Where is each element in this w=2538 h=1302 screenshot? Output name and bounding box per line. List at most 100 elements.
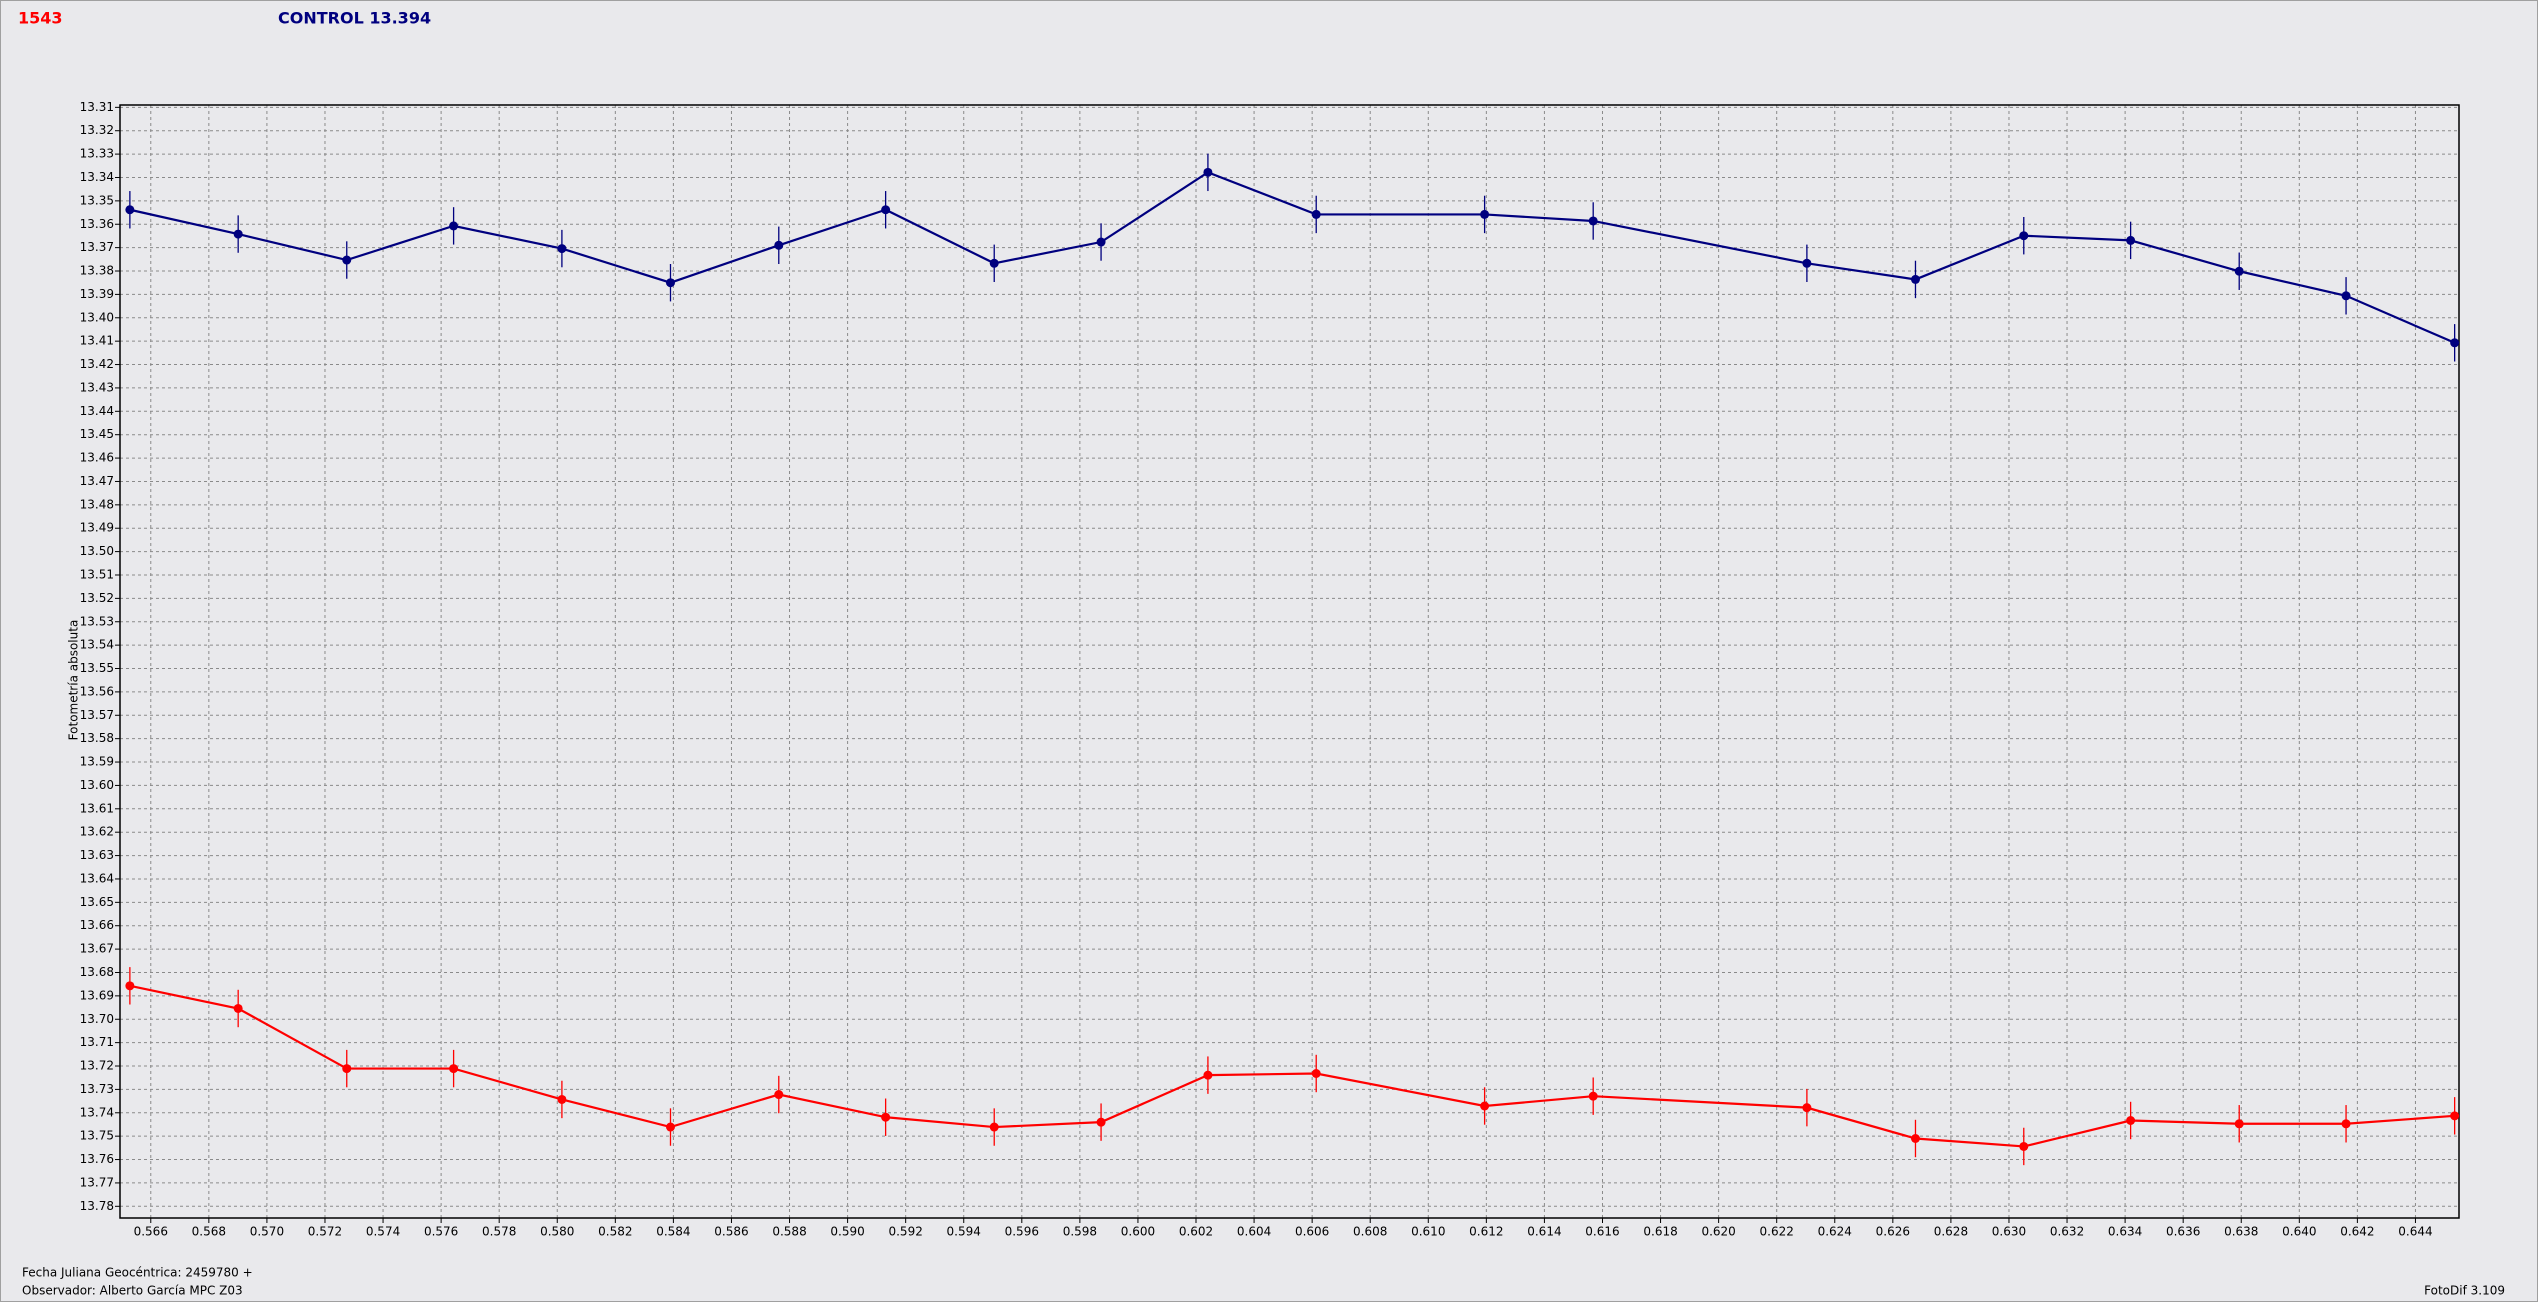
x-tick-label: 0.590 bbox=[830, 1225, 864, 1239]
x-tick-label: 0.622 bbox=[1760, 1225, 1794, 1239]
x-tick-label: 0.606 bbox=[1295, 1225, 1329, 1239]
y-tick-label: 13.67 bbox=[80, 942, 114, 956]
x-tick-label: 0.604 bbox=[1237, 1225, 1271, 1239]
y-tick-label: 13.35 bbox=[80, 193, 114, 207]
data-point bbox=[342, 255, 352, 265]
y-tick-label: 13.51 bbox=[80, 567, 114, 581]
data-point bbox=[1096, 237, 1106, 247]
y-tick-label: 13.43 bbox=[80, 380, 114, 394]
x-tick-label: 0.640 bbox=[2282, 1225, 2316, 1239]
y-tick-label: 13.48 bbox=[80, 497, 114, 511]
x-tick-label: 0.592 bbox=[888, 1225, 922, 1239]
y-tick-label: 13.65 bbox=[80, 895, 114, 909]
data-point bbox=[1910, 274, 1920, 284]
y-tick-label: 13.47 bbox=[80, 474, 114, 488]
x-tick-label: 0.572 bbox=[308, 1225, 342, 1239]
x-tick-label: 0.582 bbox=[598, 1225, 632, 1239]
data-point bbox=[774, 1090, 784, 1100]
x-tick-label: 0.620 bbox=[1701, 1225, 1735, 1239]
y-tick-label: 13.57 bbox=[80, 708, 114, 722]
x-tick-label: 0.612 bbox=[1469, 1225, 1503, 1239]
y-tick-label: 13.77 bbox=[80, 1175, 114, 1189]
y-tick-label: 13.63 bbox=[80, 848, 114, 862]
y-tick-label: 13.73 bbox=[80, 1082, 114, 1096]
y-tick-label: 13.34 bbox=[80, 170, 114, 184]
observer: Observador: Alberto García MPC Z03 bbox=[22, 1284, 243, 1298]
y-tick-label: 13.75 bbox=[80, 1129, 114, 1143]
data-point bbox=[989, 258, 999, 268]
y-tick-label: 13.49 bbox=[80, 521, 114, 535]
y-tick-label: 13.64 bbox=[80, 871, 114, 885]
data-point bbox=[1802, 1103, 1812, 1113]
x-tick-label: 0.598 bbox=[1063, 1225, 1097, 1239]
x-tick-label: 0.586 bbox=[714, 1225, 748, 1239]
y-tick-label: 13.56 bbox=[80, 684, 114, 698]
x-tick-label: 0.632 bbox=[2050, 1225, 2084, 1239]
x-tick-label: 0.630 bbox=[1992, 1225, 2026, 1239]
data-point bbox=[2234, 1119, 2244, 1129]
legend-label: CONTROL 13.394 bbox=[278, 9, 431, 28]
y-tick-label: 13.46 bbox=[80, 451, 114, 465]
y-tick-label: 13.69 bbox=[80, 988, 114, 1002]
x-tick-label: 0.642 bbox=[2340, 1225, 2374, 1239]
y-tick-label: 13.78 bbox=[80, 1199, 114, 1213]
software: FotoDif 3.109 bbox=[2424, 1284, 2505, 1298]
data-point bbox=[125, 981, 135, 991]
x-tick-label: 0.608 bbox=[1353, 1225, 1387, 1239]
data-point bbox=[881, 205, 891, 215]
data-point bbox=[125, 205, 135, 215]
x-tick-label: 0.624 bbox=[1818, 1225, 1852, 1239]
data-point bbox=[1588, 216, 1598, 226]
data-point bbox=[557, 244, 567, 254]
data-point bbox=[1203, 167, 1213, 177]
data-point bbox=[2341, 291, 2351, 301]
y-tick-label: 13.60 bbox=[80, 778, 114, 792]
data-point bbox=[774, 240, 784, 250]
data-point bbox=[2450, 338, 2460, 348]
y-tick-label: 13.33 bbox=[80, 147, 114, 161]
y-axis-label: Fotometría absoluta bbox=[67, 620, 81, 741]
y-tick-label: 13.52 bbox=[80, 591, 114, 605]
data-point bbox=[1096, 1117, 1106, 1127]
data-point bbox=[665, 1122, 675, 1132]
y-tick-label: 13.50 bbox=[80, 544, 114, 558]
data-point bbox=[1311, 1068, 1321, 1078]
data-point bbox=[1802, 258, 1812, 268]
y-tick-label: 13.70 bbox=[80, 1012, 114, 1026]
data-point bbox=[989, 1122, 999, 1132]
data-point bbox=[449, 221, 459, 231]
x-tick-label: 0.610 bbox=[1411, 1225, 1445, 1239]
y-tick-label: 13.31 bbox=[80, 100, 114, 114]
y-tick-label: 13.42 bbox=[80, 357, 114, 371]
y-tick-label: 13.55 bbox=[80, 661, 114, 675]
x-tick-label: 0.570 bbox=[250, 1225, 284, 1239]
x-tick-label: 0.644 bbox=[2398, 1225, 2432, 1239]
y-tick-label: 13.37 bbox=[80, 240, 114, 254]
x-tick-label: 0.588 bbox=[772, 1225, 806, 1239]
y-tick-label: 13.45 bbox=[80, 427, 114, 441]
x-tick-label: 0.602 bbox=[1179, 1225, 1213, 1239]
y-tick-label: 13.74 bbox=[80, 1105, 114, 1119]
x-tick-label: 0.614 bbox=[1527, 1225, 1561, 1239]
x-tick-label: 0.600 bbox=[1121, 1225, 1155, 1239]
y-tick-label: 13.62 bbox=[80, 825, 114, 839]
data-point bbox=[2019, 1141, 2029, 1151]
x-tick-label: 0.616 bbox=[1585, 1225, 1619, 1239]
data-point bbox=[557, 1094, 567, 1104]
y-tick-label: 13.71 bbox=[80, 1035, 114, 1049]
data-point bbox=[1480, 1101, 1490, 1111]
y-tick-label: 13.53 bbox=[80, 614, 114, 628]
y-tick-label: 13.32 bbox=[80, 123, 114, 137]
y-tick-label: 13.58 bbox=[80, 731, 114, 745]
x-tick-label: 0.580 bbox=[540, 1225, 574, 1239]
y-tick-label: 13.54 bbox=[80, 638, 114, 652]
data-point bbox=[2341, 1119, 2351, 1129]
y-tick-label: 13.44 bbox=[80, 404, 114, 418]
data-point bbox=[449, 1064, 459, 1074]
x-tick-label: 0.634 bbox=[2108, 1225, 2142, 1239]
y-tick-label: 13.40 bbox=[80, 310, 114, 324]
x-tick-label: 0.626 bbox=[1876, 1225, 1910, 1239]
x-tick-label: 0.638 bbox=[2224, 1225, 2258, 1239]
y-tick-label: 13.66 bbox=[80, 918, 114, 932]
